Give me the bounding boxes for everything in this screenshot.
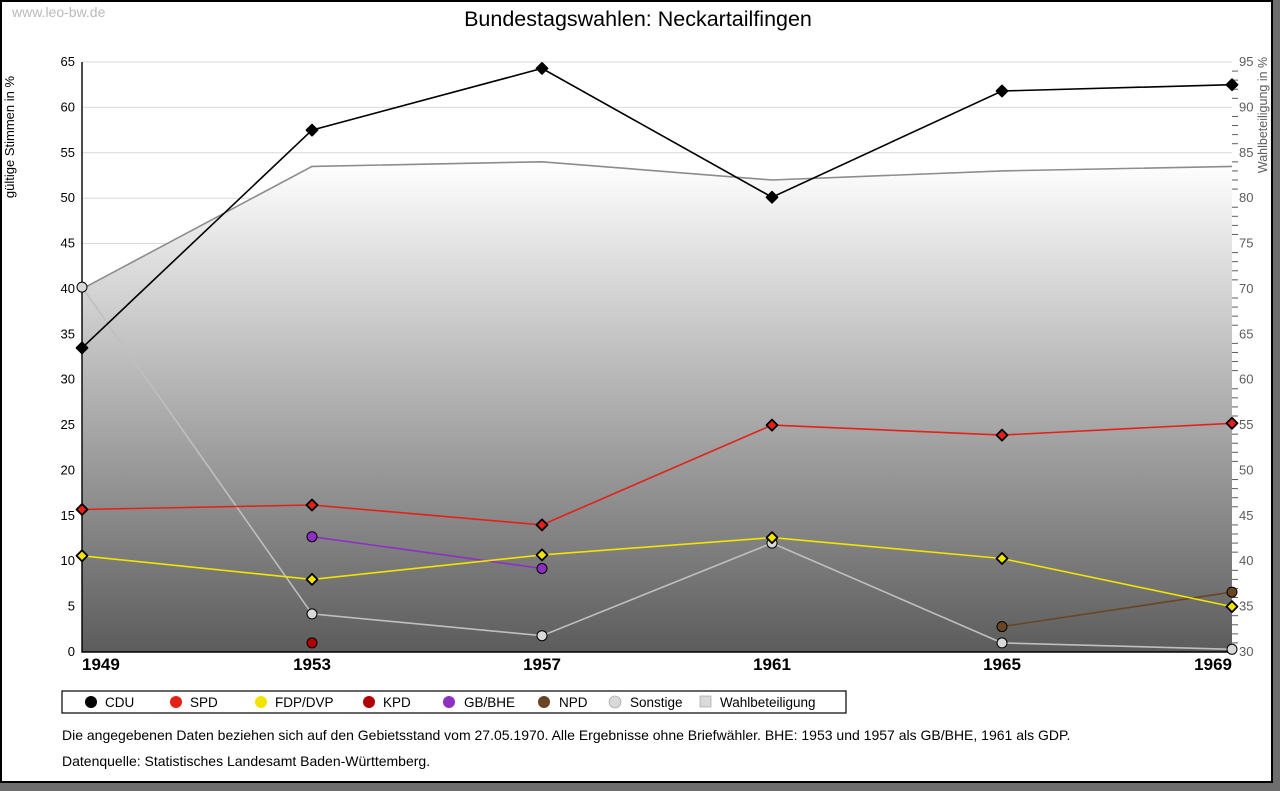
svg-text:FDP/DVP: FDP/DVP xyxy=(275,695,334,710)
svg-text:SPD: SPD xyxy=(190,695,218,710)
svg-text:CDU: CDU xyxy=(105,695,134,710)
svg-text:0: 0 xyxy=(68,644,75,659)
svg-text:1965: 1965 xyxy=(983,655,1021,674)
svg-text:75: 75 xyxy=(1239,236,1253,251)
svg-text:Die angegebenen Daten beziehen: Die angegebenen Daten beziehen sich auf … xyxy=(62,727,1070,743)
svg-text:Datenquelle: Statistisches Lan: Datenquelle: Statistisches Landesamt Bad… xyxy=(62,753,430,769)
svg-text:5: 5 xyxy=(68,599,75,614)
svg-text:GB/BHE: GB/BHE xyxy=(464,695,515,710)
svg-text:1957: 1957 xyxy=(523,655,561,674)
svg-text:45: 45 xyxy=(1239,508,1253,523)
svg-text:30: 30 xyxy=(61,372,75,387)
svg-text:70: 70 xyxy=(1239,281,1253,296)
svg-text:30: 30 xyxy=(1239,644,1253,659)
svg-text:35: 35 xyxy=(61,326,75,341)
svg-text:85: 85 xyxy=(1239,145,1253,160)
svg-text:KPD: KPD xyxy=(383,695,411,710)
svg-text:25: 25 xyxy=(61,417,75,432)
svg-text:90: 90 xyxy=(1239,99,1253,114)
svg-text:1953: 1953 xyxy=(293,655,331,674)
svg-text:60: 60 xyxy=(1239,372,1253,387)
svg-text:Wahlbeteiligung: Wahlbeteiligung xyxy=(720,695,816,710)
svg-text:10: 10 xyxy=(61,553,75,568)
svg-text:50: 50 xyxy=(1239,463,1253,478)
svg-text:40: 40 xyxy=(1239,553,1253,568)
svg-text:60: 60 xyxy=(61,99,75,114)
svg-text:1961: 1961 xyxy=(753,655,791,674)
svg-text:NPD: NPD xyxy=(559,695,588,710)
svg-text:50: 50 xyxy=(61,190,75,205)
svg-text:95: 95 xyxy=(1239,54,1253,69)
svg-text:45: 45 xyxy=(61,236,75,251)
svg-text:65: 65 xyxy=(1239,326,1253,341)
svg-text:55: 55 xyxy=(61,145,75,160)
svg-text:Sonstige: Sonstige xyxy=(630,695,683,710)
svg-text:80: 80 xyxy=(1239,190,1253,205)
svg-text:gültige Stimmen in %: gültige Stimmen in % xyxy=(2,76,17,199)
svg-text:55: 55 xyxy=(1239,417,1253,432)
svg-text:20: 20 xyxy=(61,463,75,478)
svg-text:Wahlbeteiligung in %: Wahlbeteiligung in % xyxy=(1256,57,1270,173)
svg-text:35: 35 xyxy=(1239,599,1253,614)
svg-text:1949: 1949 xyxy=(82,655,120,674)
svg-text:40: 40 xyxy=(61,281,75,296)
svg-text:1969: 1969 xyxy=(1194,655,1232,674)
svg-text:65: 65 xyxy=(61,54,75,69)
svg-text:15: 15 xyxy=(61,508,75,523)
